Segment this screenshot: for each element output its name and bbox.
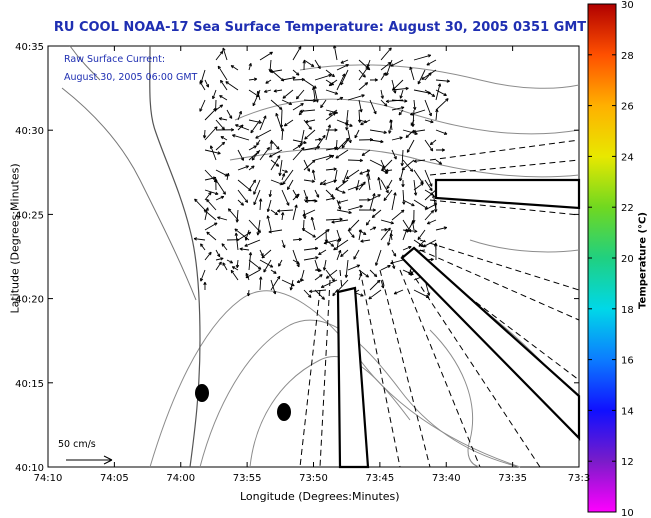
x-axis-ticks: 74:10 74:05 74:00 73:55 73:50 73:45 73:40 73:35… — [34, 46, 590, 484]
x-tick-label: 74:10 — [34, 473, 63, 484]
colorbar-tick-label: 14 — [621, 406, 634, 417]
colorbar — [587, 3, 617, 513]
annotation-line1: Raw Surface Current: — [64, 54, 165, 65]
annotation-line2: August 30, 2005 06:00 GMT — [64, 72, 198, 83]
colorbar-tick-label: 20 — [621, 254, 634, 265]
colorbar-tick-label: 30 — [621, 0, 634, 11]
plot-frame — [47, 45, 580, 468]
colorbar-tick-label: 18 — [621, 305, 634, 316]
y-tick-label: 40:15 — [15, 379, 44, 390]
colorbar-tick-label: 24 — [621, 152, 634, 163]
scale-arrow-icon — [66, 455, 113, 465]
current-vectors — [193, 45, 450, 300]
x-tick-label: 73:50 — [299, 473, 328, 484]
station-marker — [277, 403, 291, 421]
y-axis-ticks: 40:35 40:30 40:25 40:20 40:15 40:10 — [15, 42, 579, 474]
colorbar-tick-label: 26 — [621, 102, 634, 113]
station-marker — [195, 384, 209, 402]
y-tick-label: 40:20 — [15, 295, 44, 306]
y-tick-label: 40:30 — [15, 126, 44, 137]
x-tick-label: 73:40 — [432, 473, 461, 484]
x-axis-title: Longitude (Degrees:Minutes) — [240, 490, 400, 503]
x-tick-label: 73:3 — [568, 473, 590, 484]
mask-polygons — [195, 178, 581, 469]
colorbar-tick-label: 28 — [621, 51, 634, 62]
x-tick-label: 73:55 — [233, 473, 262, 484]
scale-label: 50 cm/s — [58, 439, 96, 450]
x-tick-label: 73:45 — [365, 473, 394, 484]
x-tick-label: 73:35 — [498, 473, 527, 484]
y-tick-label: 40:10 — [15, 463, 44, 474]
x-tick-label: 74:00 — [166, 473, 195, 484]
colorbar-tick-label: 16 — [621, 356, 634, 367]
y-tick-label: 40:35 — [15, 42, 44, 53]
colorbar-tick-label: 10 — [621, 508, 634, 518]
y-tick-label: 40:25 — [15, 210, 44, 221]
x-tick-label: 74:05 — [100, 473, 129, 484]
colorbar-ticks: 30 28 26 24 22 20 18 16 14 12 10 — [588, 0, 634, 518]
colorbar-tick-label: 12 — [621, 457, 634, 468]
map-title: RU COOL NOAA-17 Sea Surface Temperature:… — [53, 20, 587, 35]
colorbar-tick-label: 22 — [621, 203, 634, 214]
